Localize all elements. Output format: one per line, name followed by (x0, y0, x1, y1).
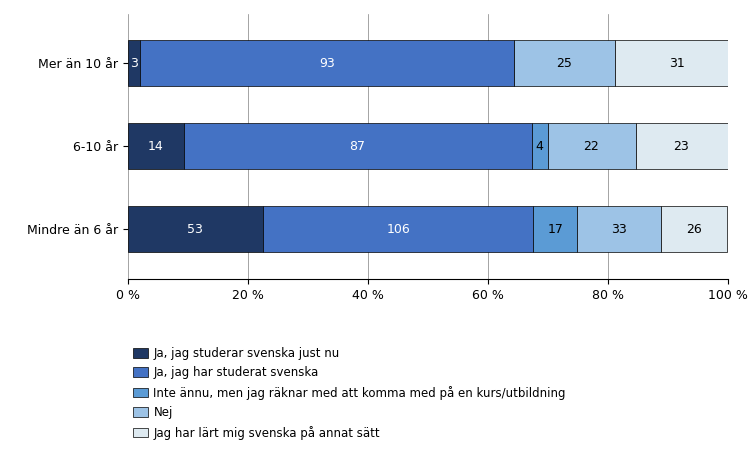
Text: 22: 22 (584, 140, 599, 153)
Bar (615, 40, 740, 86)
Text: 53: 53 (188, 223, 203, 236)
Bar (262, 207, 533, 252)
Bar (635, 123, 728, 169)
Bar (533, 207, 577, 252)
Text: 87: 87 (350, 140, 365, 153)
Text: 23: 23 (674, 140, 689, 153)
Text: 14: 14 (148, 140, 164, 153)
Bar (548, 123, 635, 169)
Text: 26: 26 (686, 223, 702, 236)
Text: 93: 93 (319, 57, 334, 70)
Text: 33: 33 (611, 223, 627, 236)
Bar (661, 207, 728, 252)
Bar (184, 123, 532, 169)
Bar (128, 40, 140, 86)
Bar (128, 207, 262, 252)
Text: 4: 4 (536, 140, 544, 153)
Text: 106: 106 (386, 223, 410, 236)
Text: 3: 3 (130, 57, 137, 70)
Text: 17: 17 (548, 223, 563, 236)
Text: 31: 31 (669, 57, 685, 70)
Bar (128, 123, 184, 169)
Text: 25: 25 (556, 57, 572, 70)
Bar (140, 40, 514, 86)
Bar (577, 207, 661, 252)
Legend: Ja, jag studerar svenska just nu, Ja, jag har studerat svenska, Inte ännu, men j: Ja, jag studerar svenska just nu, Ja, ja… (134, 346, 566, 440)
Bar (532, 123, 548, 169)
Bar (514, 40, 615, 86)
